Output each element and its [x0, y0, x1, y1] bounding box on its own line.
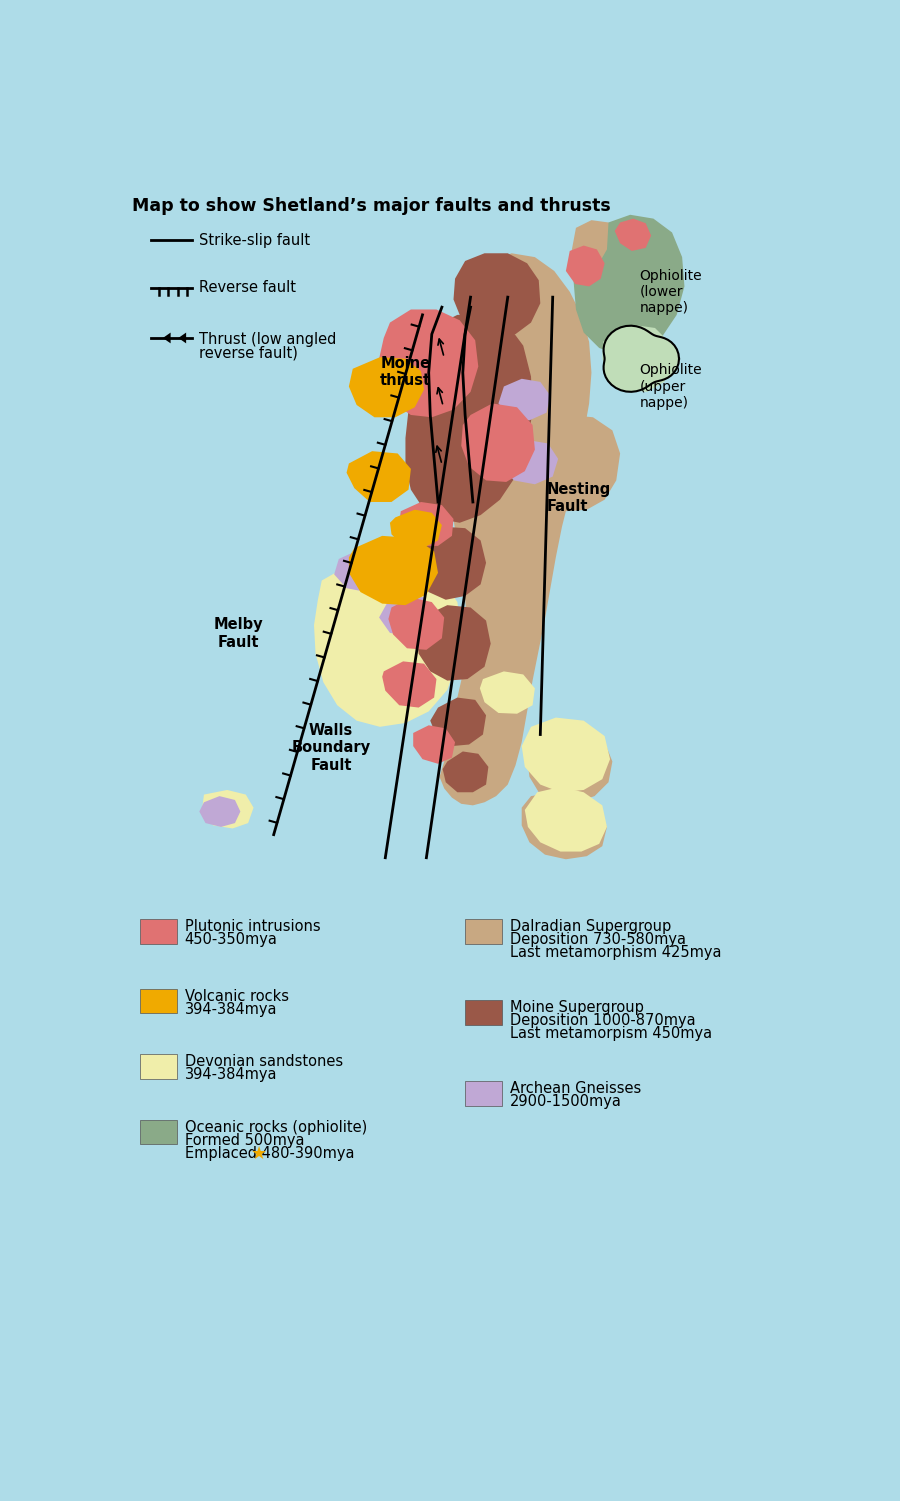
FancyBboxPatch shape [140, 1120, 176, 1144]
Text: Volcanic rocks: Volcanic rocks [184, 989, 289, 1004]
Polygon shape [382, 662, 436, 707]
Polygon shape [499, 378, 551, 420]
Text: 2900-1500mya: 2900-1500mya [510, 1094, 622, 1109]
Polygon shape [522, 793, 607, 859]
Text: Thrust (low angled: Thrust (low angled [199, 332, 337, 347]
Polygon shape [379, 309, 478, 417]
Polygon shape [461, 404, 535, 482]
Polygon shape [522, 717, 610, 793]
Polygon shape [438, 330, 484, 522]
FancyBboxPatch shape [140, 989, 176, 1013]
Text: Deposition 730-580mya: Deposition 730-580mya [510, 932, 686, 947]
Text: Deposition 1000-870mya: Deposition 1000-870mya [510, 1013, 696, 1028]
FancyBboxPatch shape [465, 1081, 502, 1106]
Text: Oceanic rocks (ophiolite): Oceanic rocks (ophiolite) [184, 1120, 367, 1135]
Polygon shape [413, 527, 486, 600]
Polygon shape [400, 501, 454, 546]
Text: reverse fault): reverse fault) [199, 345, 298, 360]
Text: Strike-slip fault: Strike-slip fault [199, 233, 310, 248]
Polygon shape [349, 357, 424, 417]
Polygon shape [361, 540, 417, 584]
Text: Emplaced 480-390mya: Emplaced 480-390mya [184, 1145, 354, 1160]
Polygon shape [389, 597, 445, 650]
Polygon shape [566, 246, 605, 287]
Polygon shape [314, 558, 461, 726]
Text: Melby
Fault: Melby Fault [213, 617, 263, 650]
Polygon shape [417, 605, 491, 680]
Polygon shape [405, 315, 533, 522]
Text: Walls
Boundary
Fault: Walls Boundary Fault [292, 723, 371, 773]
Polygon shape [379, 594, 432, 636]
Polygon shape [602, 324, 672, 392]
FancyBboxPatch shape [140, 1054, 176, 1079]
Text: Map to show Shetland’s major faults and thrusts: Map to show Shetland’s major faults and … [132, 197, 610, 215]
Polygon shape [163, 333, 171, 344]
Polygon shape [349, 536, 438, 605]
Text: Devonian sandstones: Devonian sandstones [184, 1054, 343, 1069]
Text: Plutonic intrusions: Plutonic intrusions [184, 919, 320, 934]
Polygon shape [573, 215, 685, 356]
Text: Formed 500mya: Formed 500mya [184, 1133, 304, 1148]
Text: Ophiolite
(lower
nappe): Ophiolite (lower nappe) [640, 269, 702, 315]
Polygon shape [531, 414, 620, 512]
Polygon shape [439, 254, 591, 806]
Polygon shape [527, 726, 612, 802]
Polygon shape [334, 549, 390, 591]
Polygon shape [430, 698, 486, 746]
Text: 450-350mya: 450-350mya [184, 932, 277, 947]
Text: Reverse fault: Reverse fault [199, 281, 296, 296]
Text: Moine
thrust: Moine thrust [380, 356, 431, 389]
Polygon shape [443, 752, 489, 793]
Polygon shape [202, 790, 254, 829]
Text: 394-384mya: 394-384mya [184, 1001, 277, 1016]
Text: Last metamorphism 425mya: Last metamorphism 425mya [510, 946, 722, 961]
Polygon shape [501, 440, 558, 485]
Polygon shape [570, 221, 608, 284]
Polygon shape [199, 796, 240, 827]
Polygon shape [390, 510, 442, 548]
FancyBboxPatch shape [465, 1000, 502, 1025]
Text: Nesting
Fault: Nesting Fault [546, 482, 611, 515]
Text: Moine Supergroup: Moine Supergroup [510, 1000, 644, 1015]
Text: ★: ★ [250, 1145, 266, 1163]
Polygon shape [178, 333, 186, 344]
Polygon shape [454, 254, 540, 338]
Polygon shape [525, 787, 607, 851]
Text: 394-384mya: 394-384mya [184, 1067, 277, 1082]
Polygon shape [615, 219, 651, 251]
FancyBboxPatch shape [465, 919, 502, 944]
Text: Archean Gneisses: Archean Gneisses [510, 1081, 642, 1096]
Polygon shape [346, 452, 411, 501]
Polygon shape [480, 671, 535, 714]
FancyBboxPatch shape [140, 919, 176, 944]
Text: Ophiolite
(upper
nappe): Ophiolite (upper nappe) [640, 363, 702, 410]
Polygon shape [604, 326, 679, 392]
Text: Last metamorpism 450mya: Last metamorpism 450mya [510, 1027, 712, 1042]
Polygon shape [413, 725, 455, 764]
Text: Dalradian Supergroup: Dalradian Supergroup [510, 919, 671, 934]
